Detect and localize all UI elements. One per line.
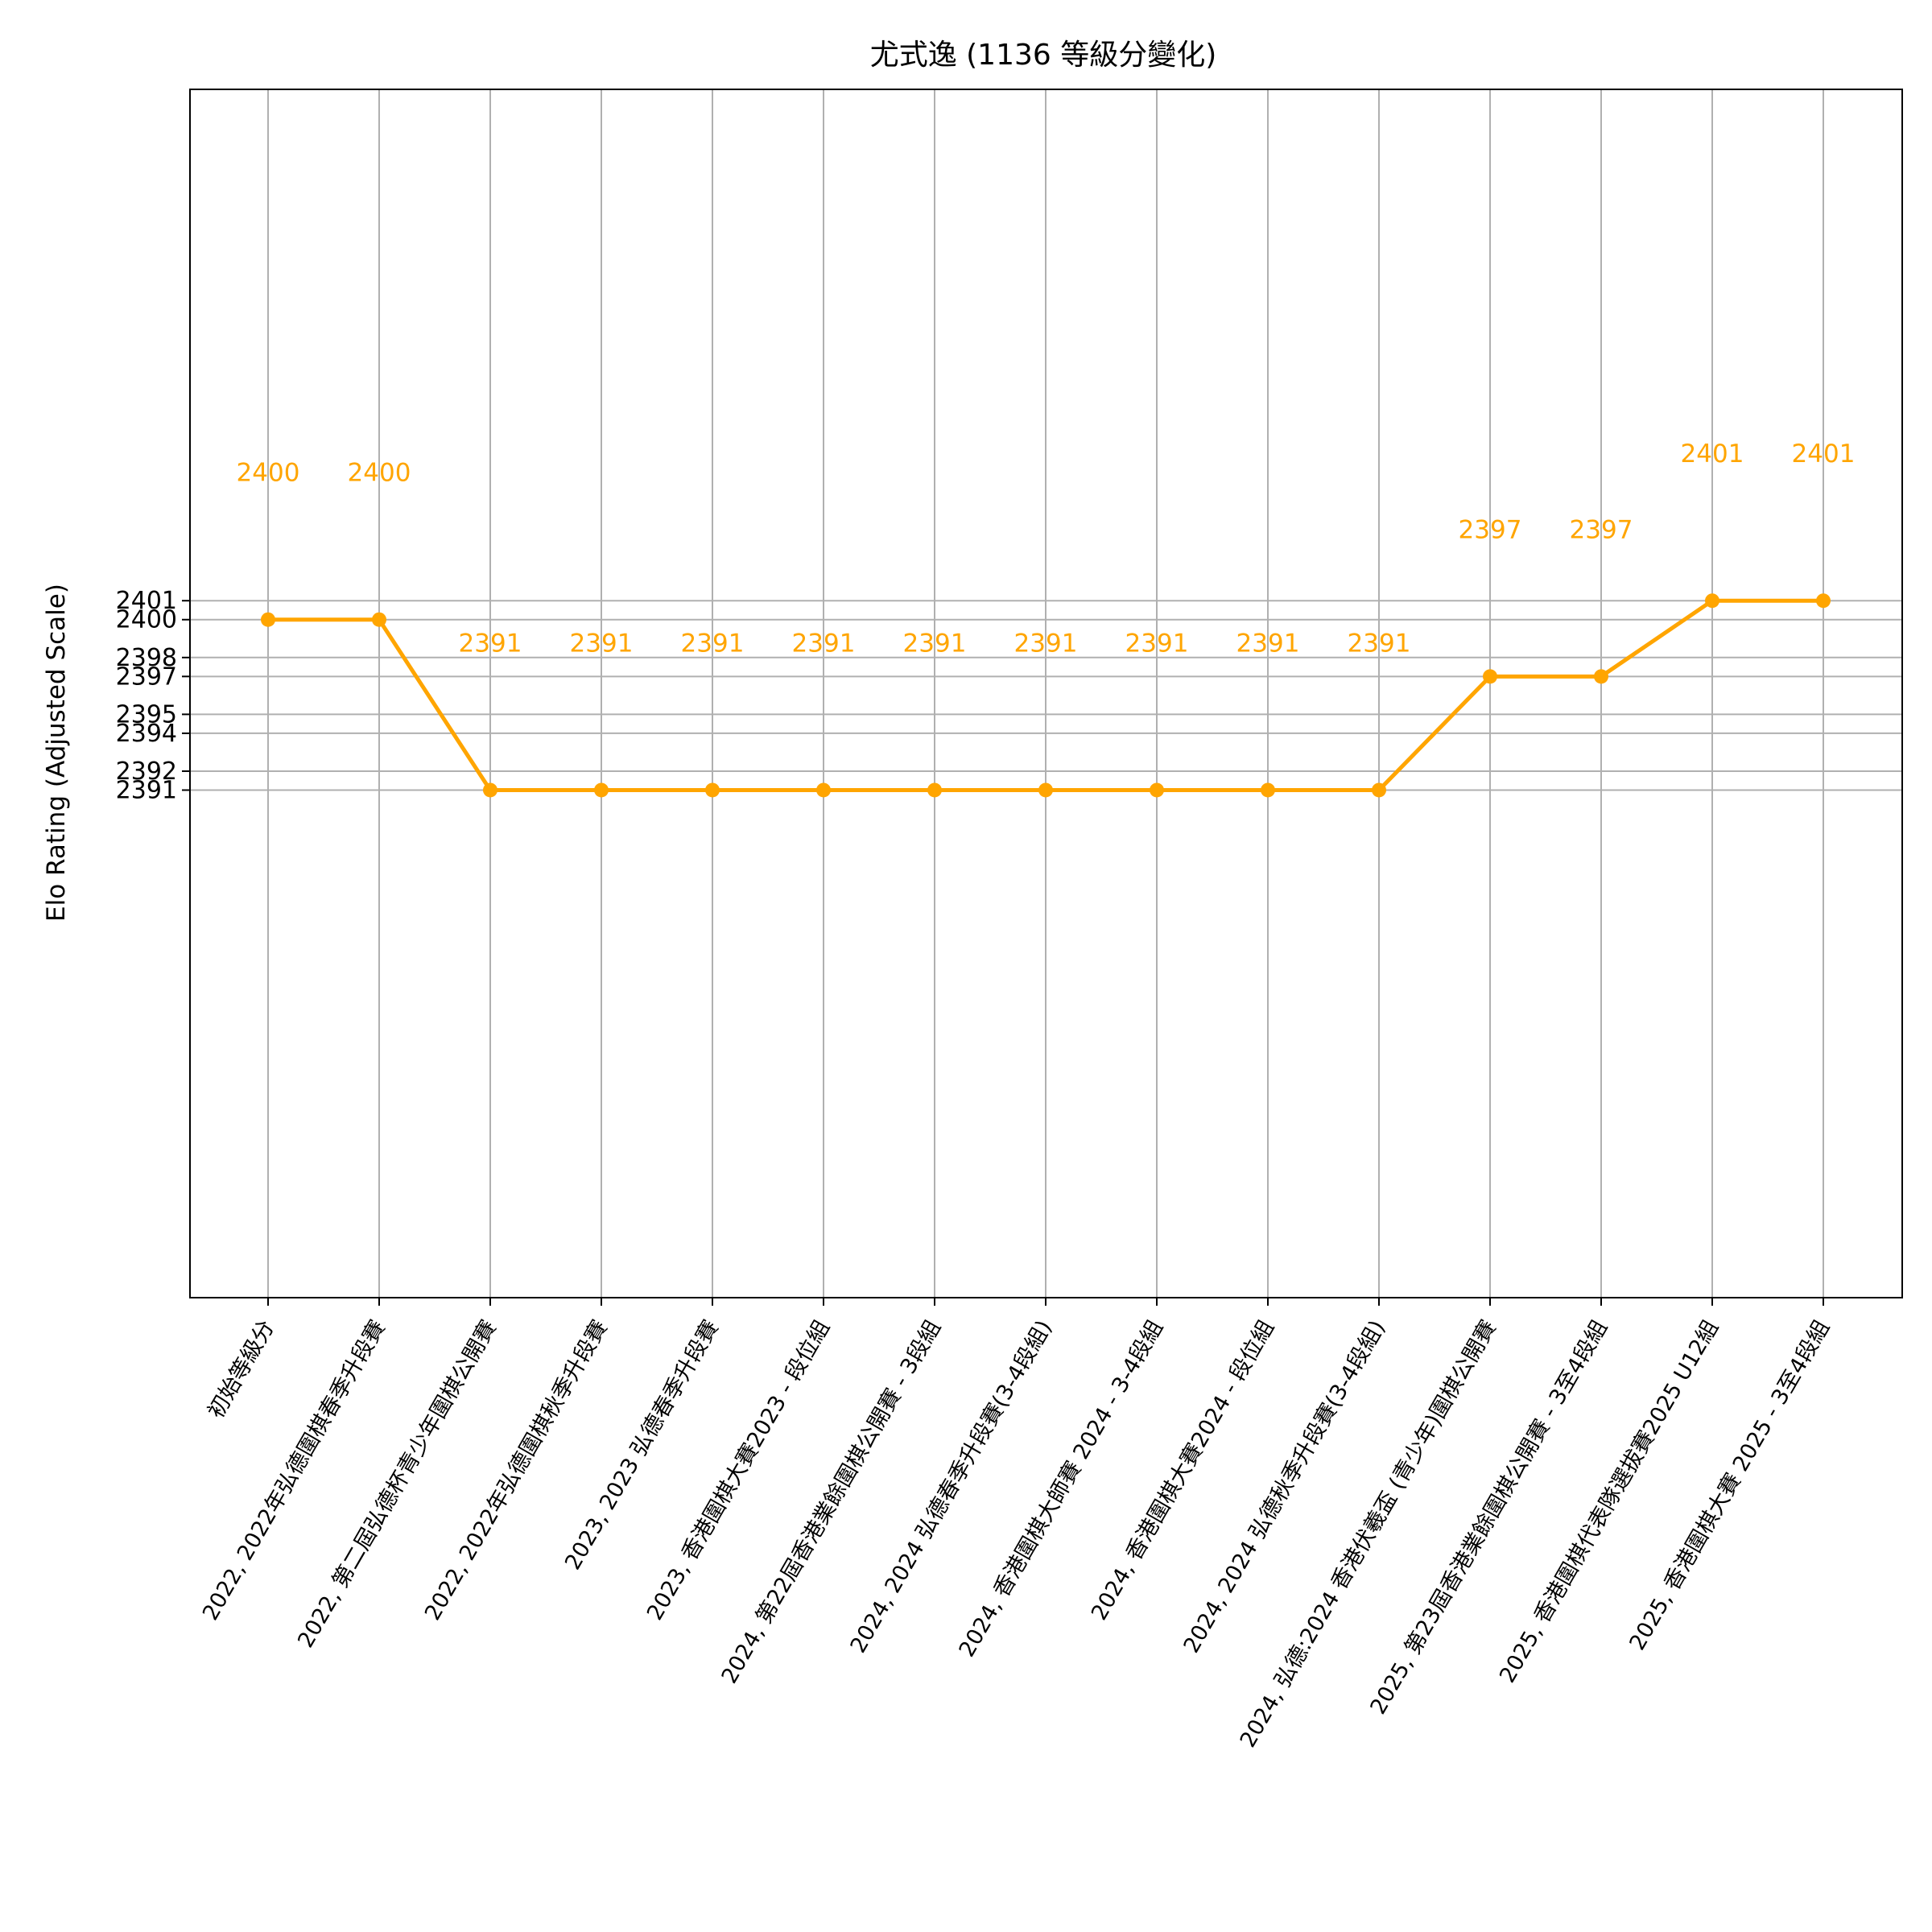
y-tick-label: 2392 bbox=[116, 758, 177, 786]
data-label: 2401 bbox=[1681, 440, 1744, 469]
data-label: 2400 bbox=[237, 459, 300, 488]
y-tick-label: 2397 bbox=[116, 663, 177, 691]
x-gridlines bbox=[267, 89, 1824, 1298]
data-point bbox=[927, 782, 942, 798]
y-gridlines bbox=[190, 600, 1902, 791]
data-point bbox=[1150, 782, 1164, 798]
data-label: 2397 bbox=[1459, 515, 1522, 544]
data-label: 2391 bbox=[681, 629, 745, 658]
y-tick-label: 2398 bbox=[116, 644, 177, 672]
y-axis-label: Elo Rating (Adjusted Scale) bbox=[42, 584, 71, 922]
series-group bbox=[261, 593, 1831, 798]
data-point bbox=[372, 612, 386, 627]
data-point bbox=[1038, 782, 1053, 798]
data-point bbox=[594, 782, 609, 798]
chart-title: 尤式逸 (1136 等級分變化) bbox=[870, 39, 1217, 72]
y-tick-label: 2395 bbox=[116, 700, 177, 729]
data-point bbox=[1261, 782, 1275, 798]
y-tick-label: 2391 bbox=[116, 776, 177, 804]
data-label: 2400 bbox=[348, 459, 411, 488]
data-point bbox=[1483, 669, 1497, 684]
data-point bbox=[1594, 669, 1608, 684]
y-tick-label: 2394 bbox=[116, 720, 177, 748]
data-labels: 2400 2400 2391 2391 2391 2391 2391 2391 2391 2391… bbox=[237, 440, 1856, 658]
data-label: 2391 bbox=[1014, 629, 1078, 658]
data-label: 2401 bbox=[1792, 440, 1856, 469]
data-label: 2391 bbox=[903, 629, 967, 658]
data-label: 2391 bbox=[1125, 629, 1189, 658]
data-label: 2391 bbox=[570, 629, 634, 658]
data-point bbox=[1816, 593, 1831, 609]
data-point bbox=[261, 612, 275, 627]
data-point bbox=[1705, 593, 1719, 609]
y-tick-label: 2401 bbox=[116, 587, 177, 615]
y-tick-label: 2400 bbox=[116, 606, 177, 634]
data-label: 2391 bbox=[1236, 629, 1300, 658]
data-label: 2397 bbox=[1570, 515, 1633, 544]
data-label: 2391 bbox=[459, 629, 522, 658]
data-point bbox=[483, 782, 497, 798]
data-point bbox=[1372, 782, 1386, 798]
data-label: 2391 bbox=[1348, 629, 1411, 658]
data-point bbox=[816, 782, 831, 798]
data-point bbox=[705, 782, 720, 798]
data-label: 2391 bbox=[792, 629, 856, 658]
